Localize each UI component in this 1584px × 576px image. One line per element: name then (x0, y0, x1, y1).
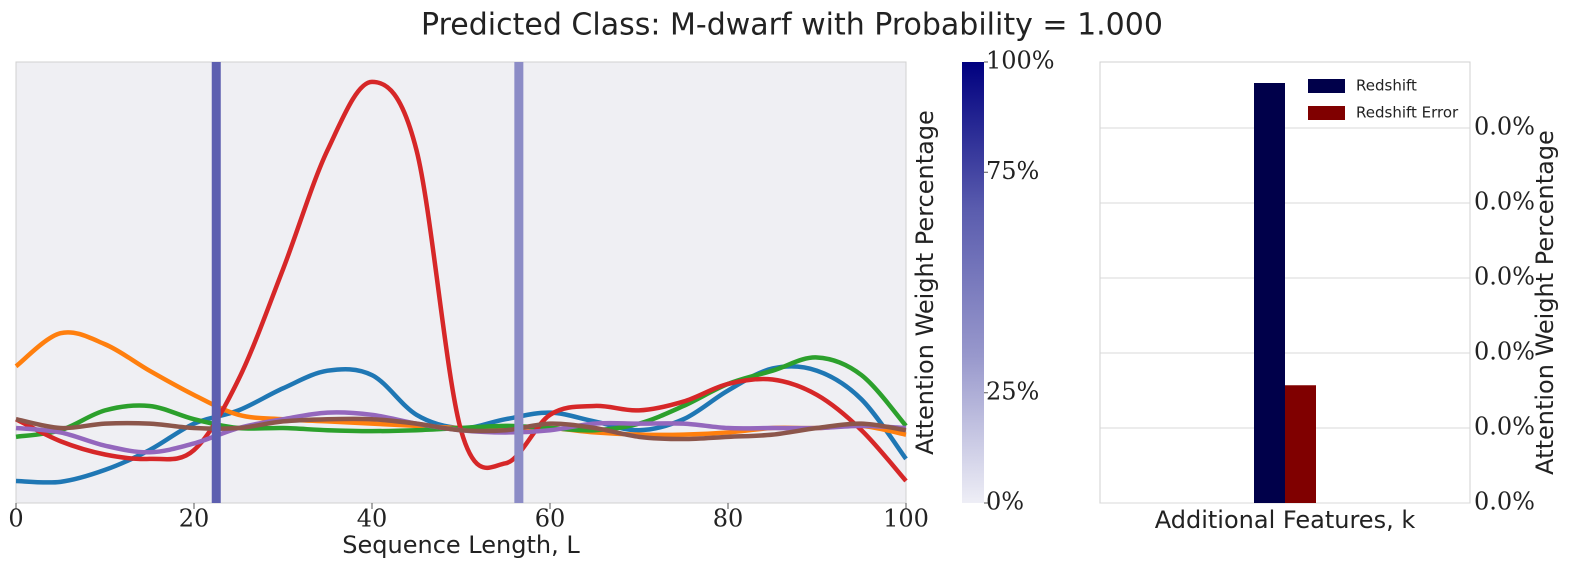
attention-band (514, 62, 524, 503)
legend-swatch (1308, 106, 1345, 120)
x-tick-label: 0 (8, 505, 23, 533)
legend-label: Redshift Error (1356, 104, 1459, 122)
x-axis-label: Sequence Length, L (342, 531, 580, 559)
y2-tick-label: 0.0% (1474, 488, 1535, 516)
legend-label: Redshift (1356, 77, 1417, 95)
legend-swatch (1308, 79, 1345, 93)
colorbar-tick-label: 75% (986, 157, 1039, 185)
x-tick-label: 60 (535, 505, 566, 533)
y2-tick-label: 0.0% (1474, 113, 1535, 141)
line-series (15, 416, 907, 442)
bar (1254, 83, 1285, 503)
y-axis-label: Attention Weight Percentage (1531, 130, 1559, 475)
y2-tick-label: 0.0% (1474, 413, 1535, 441)
y2-tick-label: 0.0% (1474, 338, 1535, 366)
colorbar-tick-label: 0% (986, 488, 1024, 516)
colorbar-label: Attention Weight Percentage (911, 110, 939, 455)
x-tick-label: 20 (179, 505, 210, 533)
line-series (14, 79, 908, 483)
colorbar-tick-label: 25% (986, 377, 1039, 405)
attention-band (211, 62, 221, 503)
x-axis-label: Additional Features, k (1155, 506, 1416, 534)
y2-tick-label: 0.0% (1474, 188, 1535, 216)
x-tick-label: 80 (713, 505, 744, 533)
figure-title: Predicted Class: M-dwarf with Probabilit… (421, 8, 1163, 43)
bar (1285, 385, 1316, 503)
colorbar-tick-label: 100% (986, 47, 1055, 75)
colorbar (962, 62, 984, 503)
x-tick-label: 40 (357, 505, 388, 533)
x-tick-label: 100 (883, 505, 929, 533)
y2-tick-label: 0.0% (1474, 263, 1535, 291)
